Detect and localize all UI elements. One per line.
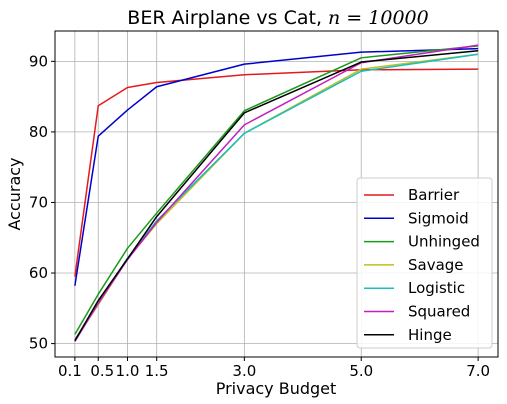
x-tick-label: 5.0 (349, 362, 373, 380)
y-tick-label: 60 (29, 264, 48, 282)
x-tick-label: 0.1 (58, 362, 82, 380)
y-axis-label: Accuracy (5, 157, 24, 230)
series-layer (74, 44, 479, 342)
legend-box (356, 177, 493, 349)
x-tick-label: 1.0 (116, 362, 140, 380)
series-line-unhinged (74, 45, 479, 335)
x-tick-label: 3.0 (232, 362, 256, 380)
x-tick-label: 1.5 (145, 362, 169, 380)
x-axis: 0.1 0.5 1.0 1.5 3.0 5.0 7.0 (58, 357, 490, 380)
x-axis-label: Privacy Budget (216, 379, 337, 398)
x-tick-label: 7.0 (466, 362, 490, 380)
legend-label-sigmoid: Sigmoid (408, 209, 469, 227)
legend-label-unhinged: Unhinged (408, 233, 480, 251)
legend-label-savage: Savage (408, 256, 464, 274)
legend-label-barrier: Barrier (408, 186, 460, 204)
series-line-sigmoid (74, 47, 479, 286)
y-tick-label: 90 (29, 52, 48, 70)
chart-title-math: n = 10000 (328, 7, 429, 29)
y-axis: 50 60 70 80 90 (29, 52, 55, 353)
chart-title: BER Airplane vs Cat, n = 10000 (127, 7, 428, 29)
legend-label-hinge: Hinge (408, 326, 452, 344)
x-tick-label: 0.5 (90, 362, 114, 380)
y-tick-label: 70 (29, 193, 48, 211)
series-line-hinge (74, 50, 479, 342)
legend-label-logistic: Logistic (408, 279, 465, 297)
y-tick-label: 50 (29, 335, 48, 353)
legend: Barrier Sigmoid Unhinged Savage Logistic Squa… (356, 177, 493, 349)
legend-label-squared: Squared (408, 303, 470, 321)
chart-title-main: BER Airplane vs Cat, (127, 7, 328, 29)
plot-frame (54, 30, 499, 358)
y-tick-label: 80 (29, 123, 48, 141)
